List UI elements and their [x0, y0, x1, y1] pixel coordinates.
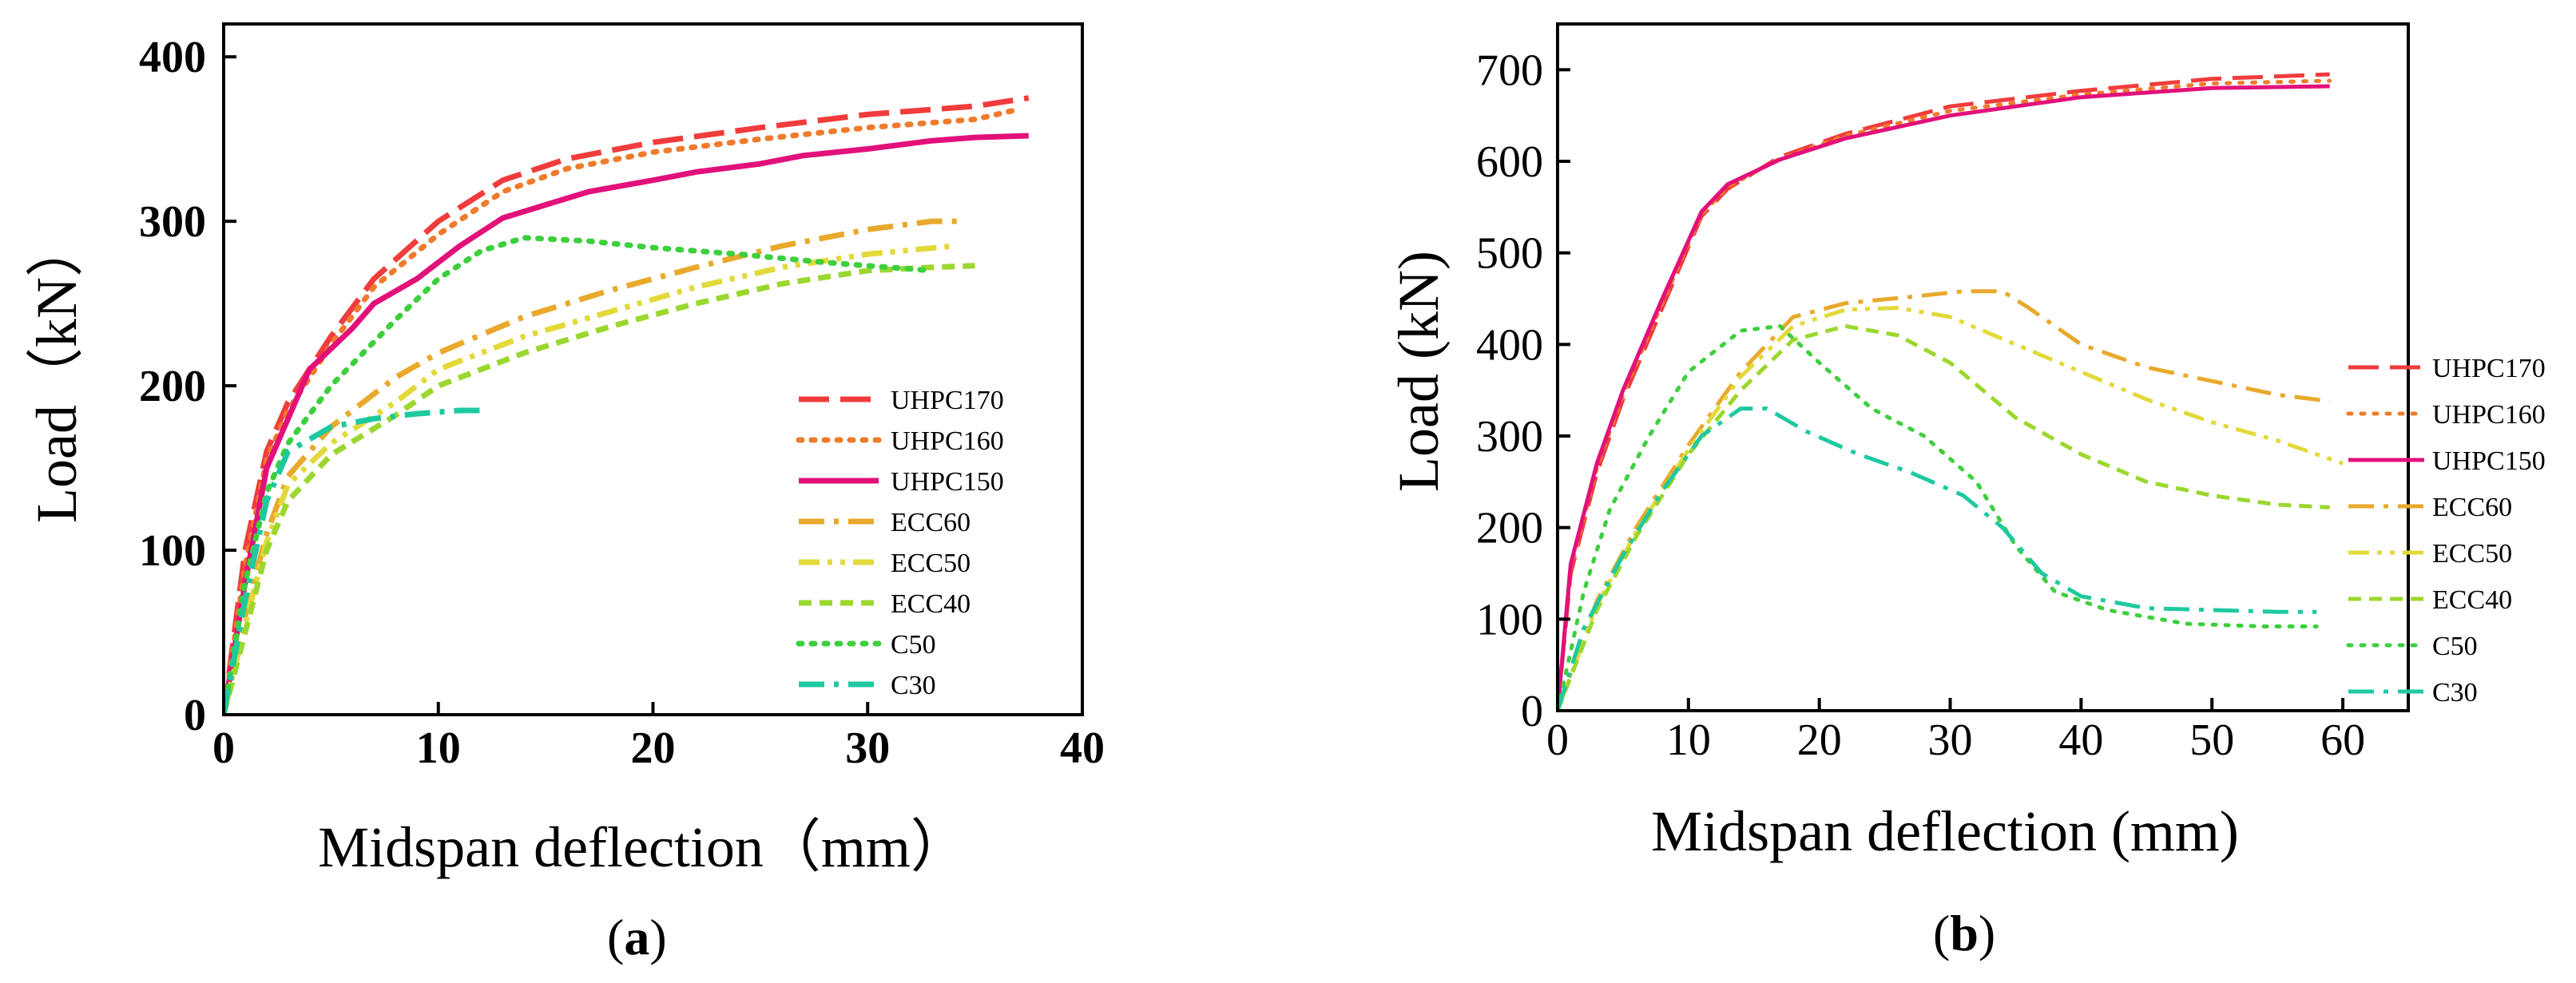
x-tick-label: 20 [631, 723, 676, 773]
series-line-uhpc170 [224, 95, 1030, 715]
y-tick-label: 500 [1476, 229, 1543, 279]
series-line-uhpc170 [1558, 72, 2330, 711]
series-line-ecc40 [1558, 323, 2330, 711]
series-line-ecc50 [224, 243, 955, 715]
x-tick-label: 20 [1797, 715, 1842, 765]
x-axis-label: Midspan deflection（mm） [318, 815, 968, 879]
y-axis-label: Load（kN） [25, 220, 89, 523]
series-line-c30 [224, 407, 482, 715]
panel-subtitle: (a) [607, 909, 667, 965]
x-tick-label: 50 [2189, 715, 2234, 765]
series-line-uhpc150 [1558, 84, 2330, 711]
legend-label-uhpc160: UHPC160 [2432, 400, 2546, 430]
y-tick-label: 0 [184, 691, 206, 740]
legend-label-uhpc170: UHPC170 [2432, 354, 2546, 383]
y-tick-label: 300 [139, 197, 206, 247]
y-tick-label: 400 [139, 33, 206, 82]
legend-label-ecc40: ECC40 [891, 589, 970, 619]
x-tick-label: 60 [2320, 715, 2365, 765]
series-line-ecc60 [224, 218, 965, 715]
y-tick-label: 700 [1476, 46, 1543, 95]
y-tick-label: 600 [1476, 137, 1543, 187]
series-line-uhpc150 [224, 133, 1029, 715]
legend-label-uhpc150: UHPC150 [891, 467, 1004, 497]
x-tick-label: 40 [2058, 715, 2103, 765]
x-tick-label: 10 [416, 723, 461, 773]
y-tick-label: 100 [139, 526, 206, 576]
legend-label-c50: C50 [891, 630, 936, 660]
legend-label-c50: C50 [2432, 632, 2478, 661]
legend-label-ecc40: ECC40 [2432, 585, 2512, 615]
y-tick-label: 100 [1476, 595, 1543, 644]
x-tick-label: 10 [1666, 715, 1711, 765]
panel-subtitle: (b) [1933, 905, 1995, 961]
series-line-ecc40 [224, 263, 975, 715]
series-line-uhpc160 [1558, 78, 2332, 711]
legend-label-ecc50: ECC50 [2432, 539, 2512, 569]
panel-b: 0 10 20 30 40 50 600100200300400500600700Midsp… [1387, 22, 2546, 961]
legend-label-uhpc160: UHPC160 [891, 426, 1004, 456]
legend-label-uhpc150: UHPC150 [2432, 446, 2546, 476]
legend-label-c30: C30 [891, 671, 936, 700]
y-tick-label: 200 [1476, 504, 1543, 553]
legend-label-ecc60: ECC60 [2432, 493, 2512, 522]
series-line-uhpc160 [224, 106, 1021, 715]
x-tick-label: 0 [1546, 715, 1569, 765]
legend-label-c30: C30 [2432, 678, 2478, 708]
y-tick-label: 300 [1476, 412, 1543, 462]
plot-frame [1556, 22, 2410, 712]
x-tick-label: 40 [1060, 723, 1105, 773]
series-line-ecc50 [1558, 306, 2344, 711]
x-axis-label: Midspan deflection (mm) [1651, 799, 2239, 863]
x-tick-label: 30 [1928, 715, 1973, 765]
series-line-ecc60 [1558, 289, 2331, 711]
series-group [1558, 72, 2344, 711]
series-line-c30 [1558, 406, 2317, 711]
x-tick-label: 0 [212, 723, 235, 773]
legend-label-ecc50: ECC50 [891, 549, 970, 578]
legend-label-uhpc170: UHPC170 [891, 386, 1004, 415]
series-line-c50 [224, 235, 935, 715]
series-line-c50 [1558, 323, 2319, 711]
legend-label-ecc60: ECC60 [891, 508, 970, 537]
series-group [224, 95, 1030, 715]
y-tick-label: 400 [1476, 320, 1543, 370]
y-tick-label: 200 [139, 362, 206, 411]
y-tick-label: 0 [1521, 687, 1543, 736]
y-axis-label: Load (kN) [1387, 251, 1451, 492]
x-tick-label: 30 [845, 723, 890, 773]
